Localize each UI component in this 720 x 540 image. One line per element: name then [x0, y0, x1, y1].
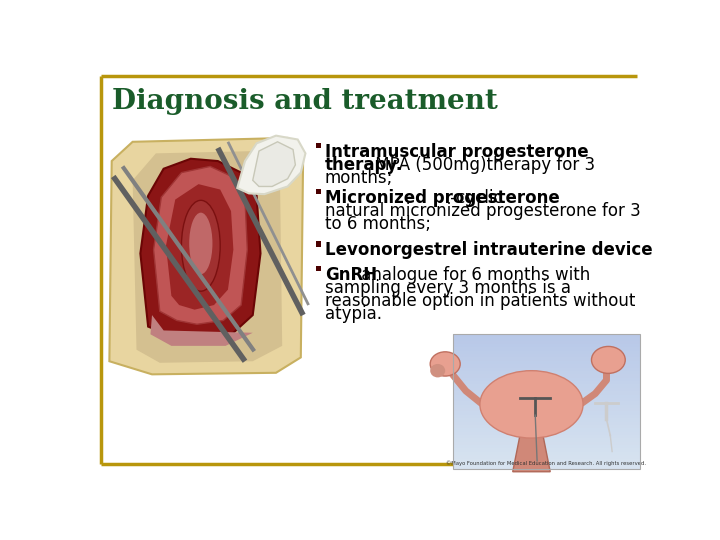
Text: -cyclic: -cyclic: [445, 189, 503, 207]
Bar: [453, 455, 640, 459]
Bar: [315, 266, 321, 271]
Bar: [453, 404, 640, 408]
Bar: [453, 384, 640, 388]
Bar: [453, 448, 640, 452]
Bar: [453, 334, 640, 338]
Bar: [453, 425, 640, 429]
Ellipse shape: [189, 213, 212, 274]
Bar: [453, 341, 640, 345]
Text: months;: months;: [325, 168, 393, 187]
Bar: [453, 415, 640, 419]
Bar: [453, 391, 640, 395]
Polygon shape: [109, 138, 303, 374]
Polygon shape: [132, 151, 282, 363]
Bar: [453, 344, 640, 348]
Text: to 6 months;: to 6 months;: [325, 215, 431, 233]
Polygon shape: [166, 184, 233, 309]
Ellipse shape: [430, 364, 445, 377]
Text: Micronized progesterone: Micronized progesterone: [325, 189, 559, 207]
Bar: [453, 445, 640, 449]
Bar: [453, 338, 640, 341]
Text: Diagnosis and treatment: Diagnosis and treatment: [112, 88, 498, 115]
Text: MPA (500mg)therapy for 3: MPA (500mg)therapy for 3: [370, 156, 595, 174]
Polygon shape: [140, 159, 261, 338]
Polygon shape: [253, 142, 295, 186]
Bar: [453, 371, 640, 375]
Text: Intramuscular progesterone: Intramuscular progesterone: [325, 143, 588, 160]
Text: analogue for 6 months with: analogue for 6 months with: [356, 266, 590, 284]
Bar: [453, 374, 640, 378]
Bar: [453, 452, 640, 456]
Bar: [453, 347, 640, 351]
Bar: [453, 462, 640, 465]
Bar: [453, 442, 640, 446]
Bar: [453, 431, 640, 435]
Polygon shape: [150, 315, 253, 346]
Bar: [453, 357, 640, 361]
Text: GnRH: GnRH: [325, 266, 377, 284]
Ellipse shape: [181, 200, 220, 291]
Bar: [453, 351, 640, 355]
Bar: [453, 435, 640, 438]
Text: sampling every 3 months is a: sampling every 3 months is a: [325, 279, 571, 297]
Ellipse shape: [592, 347, 625, 373]
Bar: [453, 334, 640, 469]
Bar: [315, 143, 321, 148]
Polygon shape: [153, 166, 248, 325]
Ellipse shape: [480, 370, 583, 438]
Bar: [453, 354, 640, 358]
Bar: [453, 401, 640, 405]
Bar: [453, 418, 640, 422]
Bar: [453, 411, 640, 415]
Text: natural micronized progesterone for 3: natural micronized progesterone for 3: [325, 202, 641, 220]
Bar: [453, 422, 640, 426]
Bar: [453, 438, 640, 442]
Text: reasonable option in patients without: reasonable option in patients without: [325, 292, 635, 310]
Bar: [453, 408, 640, 412]
Bar: [453, 377, 640, 381]
Bar: [453, 458, 640, 462]
Polygon shape: [513, 434, 550, 472]
Text: ©Mayo Foundation for Medical Education and Research. All rights reserved.: ©Mayo Foundation for Medical Education a…: [446, 460, 647, 466]
Bar: [453, 395, 640, 399]
Bar: [453, 398, 640, 402]
Bar: [315, 189, 321, 194]
Bar: [453, 381, 640, 385]
Text: atypia.: atypia.: [325, 305, 382, 323]
Bar: [315, 241, 321, 247]
Ellipse shape: [430, 352, 460, 376]
Text: Levonorgestrel intrauterine device: Levonorgestrel intrauterine device: [325, 241, 652, 259]
Bar: [453, 364, 640, 368]
Bar: [453, 428, 640, 432]
Bar: [453, 368, 640, 372]
Bar: [453, 361, 640, 365]
Bar: [453, 388, 640, 392]
Text: therapy.: therapy.: [325, 156, 403, 174]
Bar: [453, 465, 640, 469]
Polygon shape: [238, 136, 305, 194]
